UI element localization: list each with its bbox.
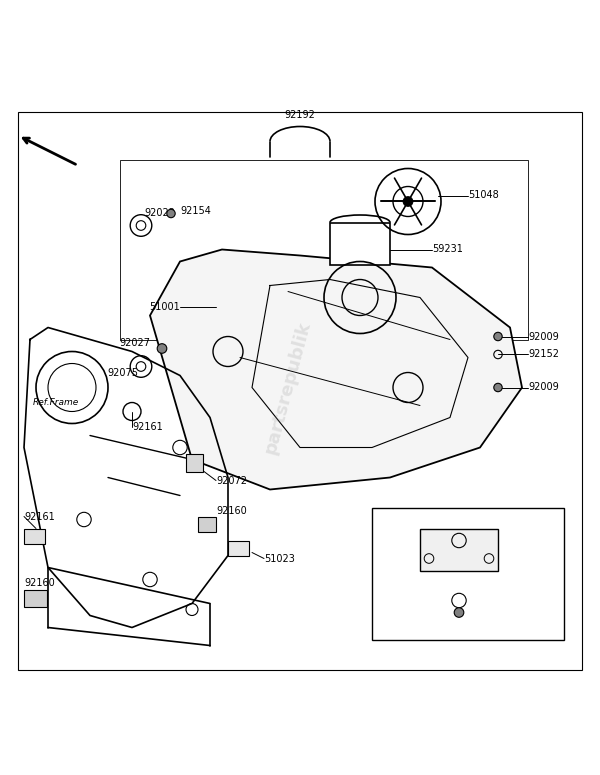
Bar: [24, 529, 45, 543]
Bar: [198, 516, 216, 532]
Bar: [228, 540, 249, 556]
Text: 92009: 92009: [528, 383, 559, 392]
Text: 51001: 51001: [149, 301, 180, 312]
Text: Ref.Frame: Ref.Frame: [33, 398, 79, 407]
Bar: [372, 508, 564, 639]
Bar: [330, 222, 390, 264]
Text: 92160: 92160: [24, 577, 55, 587]
Text: 92075: 92075: [107, 367, 138, 377]
Circle shape: [494, 384, 502, 391]
Text: 92192: 92192: [284, 111, 316, 120]
Circle shape: [167, 209, 175, 218]
Text: 51023: 51023: [264, 553, 295, 563]
Text: 92027: 92027: [119, 337, 150, 347]
Bar: [420, 529, 498, 570]
Text: 92160: 92160: [216, 505, 247, 515]
Text: 92161: 92161: [132, 422, 163, 432]
Text: 59231: 59231: [432, 244, 463, 254]
Text: 92152: 92152: [528, 350, 559, 360]
Text: 92072: 92072: [216, 476, 247, 485]
Text: 51048: 51048: [468, 191, 499, 201]
Circle shape: [403, 197, 413, 206]
Text: 92022: 92022: [144, 208, 175, 219]
Text: 92154: 92154: [180, 205, 211, 215]
Text: partsrepublik: partsrepublik: [262, 319, 314, 456]
Polygon shape: [150, 250, 522, 490]
Text: 132: 132: [480, 614, 499, 624]
Bar: [24, 590, 47, 607]
Circle shape: [494, 332, 502, 341]
FancyBboxPatch shape: [18, 112, 582, 670]
Circle shape: [454, 608, 464, 618]
Text: 11061: 11061: [528, 518, 559, 528]
Bar: [186, 453, 203, 471]
Text: 92161: 92161: [24, 512, 55, 522]
Text: 92009: 92009: [528, 332, 559, 342]
Circle shape: [157, 343, 167, 353]
